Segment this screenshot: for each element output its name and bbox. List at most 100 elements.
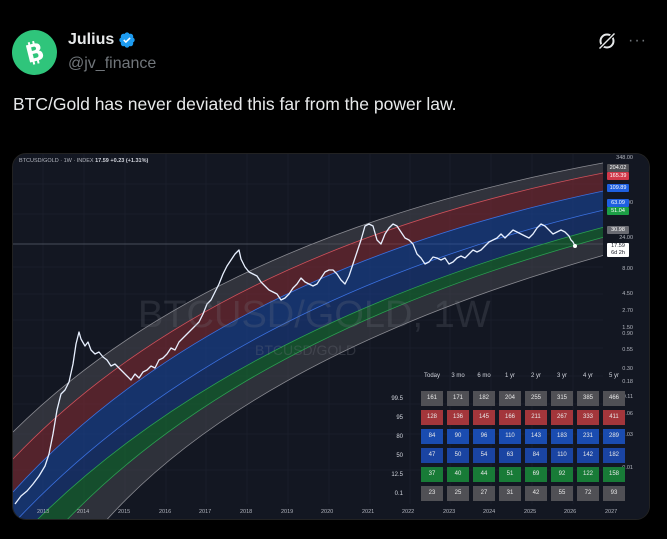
author-name[interactable]: Julius bbox=[68, 31, 115, 48]
x-tick: 2025 bbox=[524, 509, 537, 515]
table-cell: 158 bbox=[603, 467, 625, 482]
y-tick: 0.06 bbox=[622, 411, 633, 417]
x-tick: 2024 bbox=[483, 509, 496, 515]
chart-watermark: BTCUSD/GOLD, 1W bbox=[138, 294, 491, 336]
table-cell: 204 bbox=[499, 391, 521, 406]
chart-canvas bbox=[13, 154, 649, 519]
x-tick: 2027 bbox=[605, 509, 618, 515]
row-label: 99.5 bbox=[391, 396, 403, 402]
x-tick: 2021 bbox=[362, 509, 375, 515]
row-label: 0.1 bbox=[394, 491, 403, 497]
bitcoin-logo-icon: B bbox=[22, 38, 47, 68]
tweet-text: BTC/Gold has never deviated this far fro… bbox=[13, 94, 457, 114]
table-cell: 122 bbox=[577, 467, 599, 482]
table-cell: 143 bbox=[525, 429, 547, 444]
table-cell: 55 bbox=[551, 486, 573, 501]
y-tick: 24.00 bbox=[619, 235, 633, 241]
table-cell: 182 bbox=[473, 391, 495, 406]
x-tick: 2016 bbox=[159, 509, 172, 515]
price-tag-12-5: 51.04 bbox=[607, 207, 629, 215]
row-label: 80 bbox=[396, 434, 403, 440]
table-cell: 96 bbox=[473, 429, 495, 444]
x-tick: 2022 bbox=[402, 509, 415, 515]
last-price-value: 17.59 bbox=[611, 243, 625, 249]
y-tick: 0.55 bbox=[622, 347, 633, 353]
table-cell: 42 bbox=[525, 486, 547, 501]
table-cell: 31 bbox=[499, 486, 521, 501]
table-cell: 93 bbox=[603, 486, 625, 501]
price-tag-99-5: 204.02 bbox=[607, 164, 629, 172]
price-tag-80: 109.89 bbox=[607, 184, 629, 192]
table-cell: 90 bbox=[447, 429, 469, 444]
table-cell: 333 bbox=[577, 410, 599, 425]
x-tick: 2013 bbox=[37, 509, 50, 515]
table-cell: 54 bbox=[473, 448, 495, 463]
table-cell: 231 bbox=[577, 429, 599, 444]
table-cell: 385 bbox=[577, 391, 599, 406]
col-header: 6 mo bbox=[477, 373, 491, 379]
ticker-price: 17.59 bbox=[95, 158, 109, 164]
bar-countdown: 6d 2h bbox=[611, 250, 625, 256]
row-label: 50 bbox=[396, 453, 403, 459]
table-cell: 166 bbox=[499, 410, 521, 425]
x-tick: 2026 bbox=[564, 509, 577, 515]
y-tick: 2.70 bbox=[622, 308, 633, 314]
ticker-legend[interactable]: BTCUSD/GOLD · 1W · INDEX 17.59 +0.23 (+1… bbox=[19, 158, 148, 164]
verified-badge-icon bbox=[119, 32, 135, 48]
table-cell: 69 bbox=[525, 467, 547, 482]
chart-watermark-sub: BTCUSD/GOLD bbox=[255, 342, 357, 358]
y-tick: 0.11 bbox=[622, 394, 633, 400]
author-handle[interactable]: @jv_finance bbox=[68, 55, 157, 72]
x-tick: 2017 bbox=[199, 509, 212, 515]
x-tick: 2014 bbox=[77, 509, 90, 515]
table-cell: 44 bbox=[473, 467, 495, 482]
table-cell: 110 bbox=[499, 429, 521, 444]
table-cell: 110 bbox=[551, 448, 573, 463]
table-cell: 23 bbox=[421, 486, 443, 501]
y-tick: 4.50 bbox=[622, 291, 633, 297]
table-cell: 267 bbox=[551, 410, 573, 425]
table-cell: 51 bbox=[499, 467, 521, 482]
table-cell: 255 bbox=[525, 391, 547, 406]
y-tick: 0.18 bbox=[622, 379, 633, 385]
table-cell: 145 bbox=[473, 410, 495, 425]
y-tick: 0.30 bbox=[622, 366, 633, 372]
ticker-change: +0.23 (+1.31%) bbox=[110, 158, 149, 164]
col-header: 3 mo bbox=[451, 373, 465, 379]
row-label: 95 bbox=[396, 415, 403, 421]
col-header: 2 yr bbox=[530, 373, 541, 379]
row-label: 12.5 bbox=[391, 472, 403, 478]
col-header: 5 yr bbox=[608, 373, 619, 379]
col-header: 4 yr bbox=[582, 373, 593, 379]
price-tag-50: 63.09 bbox=[607, 199, 629, 207]
table-cell: 128 bbox=[421, 410, 443, 425]
table-cell: 142 bbox=[577, 448, 599, 463]
table-cell: 47 bbox=[421, 448, 443, 463]
ticker-symbol: BTCUSD/GOLD · 1W · INDEX bbox=[19, 158, 94, 164]
grok-icon[interactable] bbox=[596, 30, 618, 52]
y-tick: 0.03 bbox=[622, 432, 633, 438]
table-cell: 183 bbox=[551, 429, 573, 444]
y-tick: 0.01 bbox=[622, 465, 633, 471]
y-tick: 1.50 bbox=[622, 325, 633, 331]
table-cell: 136 bbox=[447, 410, 469, 425]
table-cell: 211 bbox=[525, 410, 547, 425]
x-tick: 2015 bbox=[118, 509, 131, 515]
last-price-tag: 17.59 6d 2h bbox=[607, 243, 629, 257]
author-name-row: Julius bbox=[68, 31, 136, 49]
table-cell: 72 bbox=[577, 486, 599, 501]
table-cell: 37 bbox=[421, 467, 443, 482]
x-tick: 2018 bbox=[240, 509, 253, 515]
x-tick: 2019 bbox=[281, 509, 294, 515]
chart-image[interactable]: BTCUSD/GOLD · 1W · INDEX 17.59 +0.23 (+1… bbox=[12, 153, 650, 520]
col-header: 1 yr bbox=[504, 373, 515, 379]
avatar[interactable]: B bbox=[12, 30, 57, 75]
y-tick: 0.90 bbox=[622, 331, 633, 337]
more-icon[interactable]: ··· bbox=[628, 32, 647, 49]
table-cell: 182 bbox=[603, 448, 625, 463]
table-cell: 84 bbox=[525, 448, 547, 463]
col-header: 3 yr bbox=[556, 373, 567, 379]
table-cell: 40 bbox=[447, 467, 469, 482]
table-cell: 92 bbox=[551, 467, 573, 482]
table-cell: 63 bbox=[499, 448, 521, 463]
